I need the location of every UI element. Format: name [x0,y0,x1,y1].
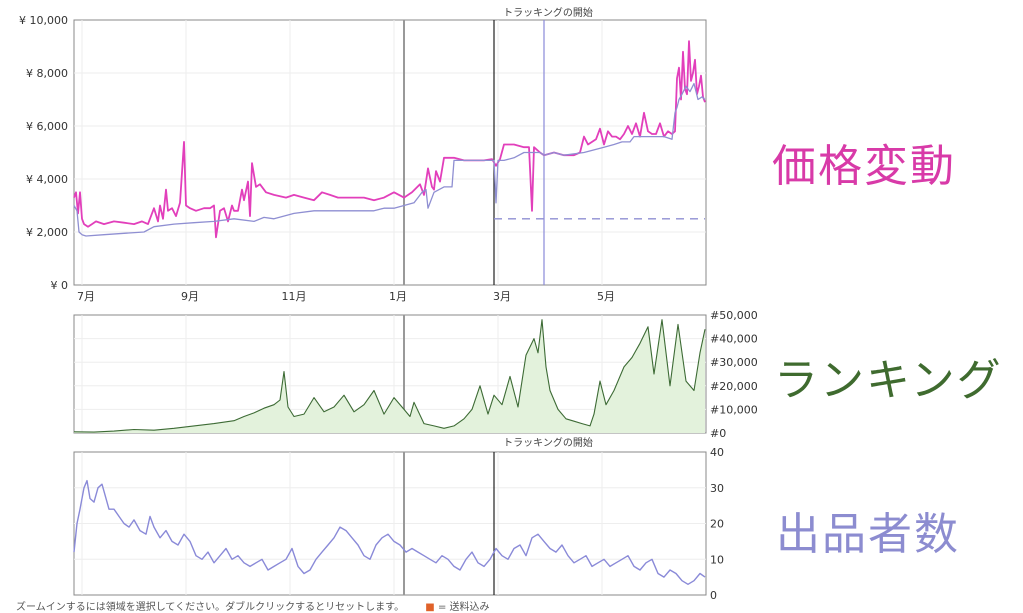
sellers-y-tick-label: 30 [710,482,724,495]
ranking-series-fill [74,319,705,433]
price-label: 価格変動 [772,141,956,192]
x-tick-label: 1月 [389,290,407,303]
x-tick-label: 11月 [282,290,307,303]
price-y-tick-label: ¥ 4,000 [26,173,68,186]
x-tick-label: 3月 [493,290,511,303]
ranking-label: ランキング [774,355,1003,406]
price-y-tick-label: ¥ 8,000 [26,67,68,80]
ranking-y-tick-label: #0 [710,427,726,440]
ranking-y-tick-label: #10,000 [710,403,758,416]
x-tick-label: 7月 [77,290,95,303]
zoom-hint: ズームインするには領域を選択してください。ダブルクリックするとリセットします。 [16,602,405,613]
ranking-y-tick-label: #40,000 [710,333,758,346]
price-plot-area [73,19,707,286]
price-series-line [73,40,706,239]
sellers-y-tick-label: 10 [710,553,724,566]
price-y-tick-label: ¥ 0 [51,279,69,292]
price-panel[interactable]: ¥ 0¥ 2,000¥ 4,000¥ 6,000¥ 8,000¥ 10,000 … [19,6,707,303]
price-y-tick-label: ¥ 10,000 [19,14,68,27]
ranking-y-tick-label: #50,000 [710,309,758,322]
ranking-y-tick-label: #20,000 [710,380,758,393]
sellers-y-tick-label: 40 [710,446,724,459]
sellers-y-tick-label: 0 [710,589,717,602]
sellers-y-tick-label: 20 [710,518,724,531]
tracking-start-annotation-sellers: トラッキングの開始 [503,436,593,449]
x-tick-label: 9月 [181,290,199,303]
ranking-y-tick-label: #30,000 [710,356,758,369]
truck-icon: ■ [425,602,435,613]
ranking-series-line [73,319,706,433]
sellers-label: 出品者数 [776,509,960,560]
sellers-series-line [73,479,706,585]
shipping-note: = 送料込み [437,602,490,613]
price-y-tick-label: ¥ 6,000 [26,120,68,133]
tracking-start-annotation: トラッキングの開始 [503,6,593,19]
price-series-line [73,82,706,237]
x-tick-label: 5月 [597,290,615,303]
price-y-tick-label: ¥ 2,000 [26,226,68,239]
sellers-panel[interactable]: 0 10 20 30 40 トラッキングの開始 [73,436,724,602]
ranking-panel[interactable]: #0 #10,000 #20,000 #30,000 #40,000 #50,000 [73,309,758,440]
footer: ズームインするには領域を選択してください。ダブルクリックするとリセットします。 … [16,598,490,613]
